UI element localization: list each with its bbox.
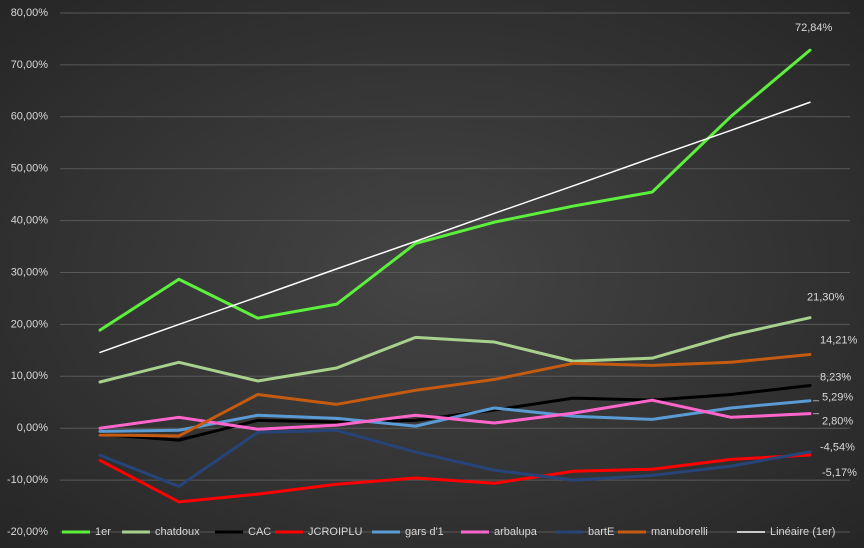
series-line xyxy=(98,428,812,488)
y-tick-label: -10,00% xyxy=(7,474,48,486)
y-tick-label: 40,00% xyxy=(11,215,49,227)
y-tick-label: 10,00% xyxy=(11,370,49,382)
data-label: 5,29% xyxy=(822,392,853,404)
data-label: 8,23% xyxy=(820,371,851,383)
data-label: -4,54% xyxy=(820,442,855,454)
y-tick-label: 70,00% xyxy=(11,59,49,71)
legend-label: chatdoux xyxy=(155,526,200,538)
y-tick-label: 0,00% xyxy=(17,422,48,434)
y-tick-label: 30,00% xyxy=(11,266,49,278)
trend-line xyxy=(99,101,811,354)
legend-label: JCROIPLU xyxy=(308,526,362,538)
y-tick-label: 20,00% xyxy=(11,318,49,330)
legend-label: bartE xyxy=(588,526,614,538)
data-label: 2,80% xyxy=(822,416,853,428)
legend-label: CAC xyxy=(248,526,271,538)
series-line xyxy=(98,48,812,332)
y-tick-label: -20,00% xyxy=(7,526,48,538)
series-line xyxy=(98,316,812,384)
y-tick-label: 60,00% xyxy=(11,111,49,123)
legend-label: manuborelli xyxy=(651,526,708,538)
legend-label: 1er xyxy=(95,526,111,538)
series-line xyxy=(98,352,812,438)
data-label: 21,30% xyxy=(807,292,845,304)
data-label: 14,21% xyxy=(820,334,858,346)
legend-label: arbalupa xyxy=(494,526,538,538)
series-line xyxy=(98,383,812,442)
legend-label: gars d'1 xyxy=(405,526,444,538)
series-line xyxy=(98,453,812,504)
legend-label: Linéaire (1er) xyxy=(770,526,835,538)
series-line xyxy=(98,398,812,431)
y-tick-label: 80,00% xyxy=(11,7,49,19)
data-label: 72,84% xyxy=(795,22,833,34)
y-tick-label: 50,00% xyxy=(11,163,49,175)
data-label: -5,17% xyxy=(822,467,857,479)
